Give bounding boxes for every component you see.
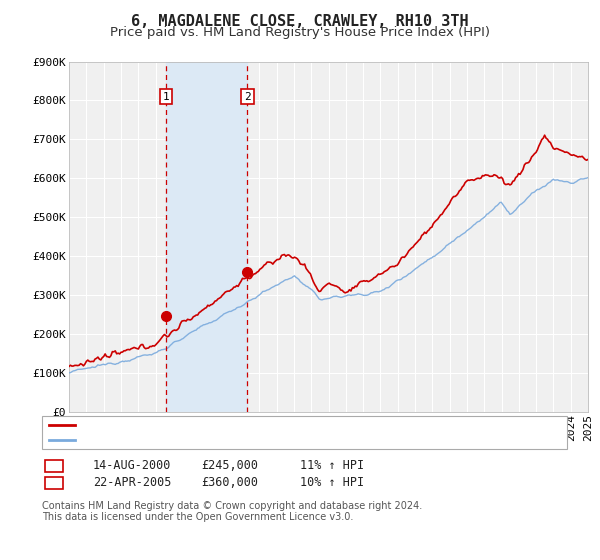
Text: 14-AUG-2000: 14-AUG-2000 (93, 459, 172, 473)
Text: £360,000: £360,000 (201, 476, 258, 489)
Bar (166, 62, 247, 412)
Text: 2: 2 (50, 476, 58, 489)
Text: 10% ↑ HPI: 10% ↑ HPI (300, 476, 364, 489)
Text: 22-APR-2005: 22-APR-2005 (93, 476, 172, 489)
Text: Price paid vs. HM Land Registry's House Price Index (HPI): Price paid vs. HM Land Registry's House … (110, 26, 490, 39)
Text: 1: 1 (50, 459, 58, 473)
Text: 1: 1 (163, 92, 170, 101)
Text: 6, MAGDALENE CLOSE, CRAWLEY, RH10 3TH (detached house): 6, MAGDALENE CLOSE, CRAWLEY, RH10 3TH (d… (81, 420, 419, 430)
Text: 6, MAGDALENE CLOSE, CRAWLEY, RH10 3TH: 6, MAGDALENE CLOSE, CRAWLEY, RH10 3TH (131, 14, 469, 29)
Text: £245,000: £245,000 (201, 459, 258, 473)
Text: Contains HM Land Registry data © Crown copyright and database right 2024.
This d: Contains HM Land Registry data © Crown c… (42, 501, 422, 522)
Text: 2: 2 (244, 92, 251, 101)
Text: HPI: Average price, detached house, Crawley: HPI: Average price, detached house, Craw… (81, 435, 350, 445)
Text: 11% ↑ HPI: 11% ↑ HPI (300, 459, 364, 473)
